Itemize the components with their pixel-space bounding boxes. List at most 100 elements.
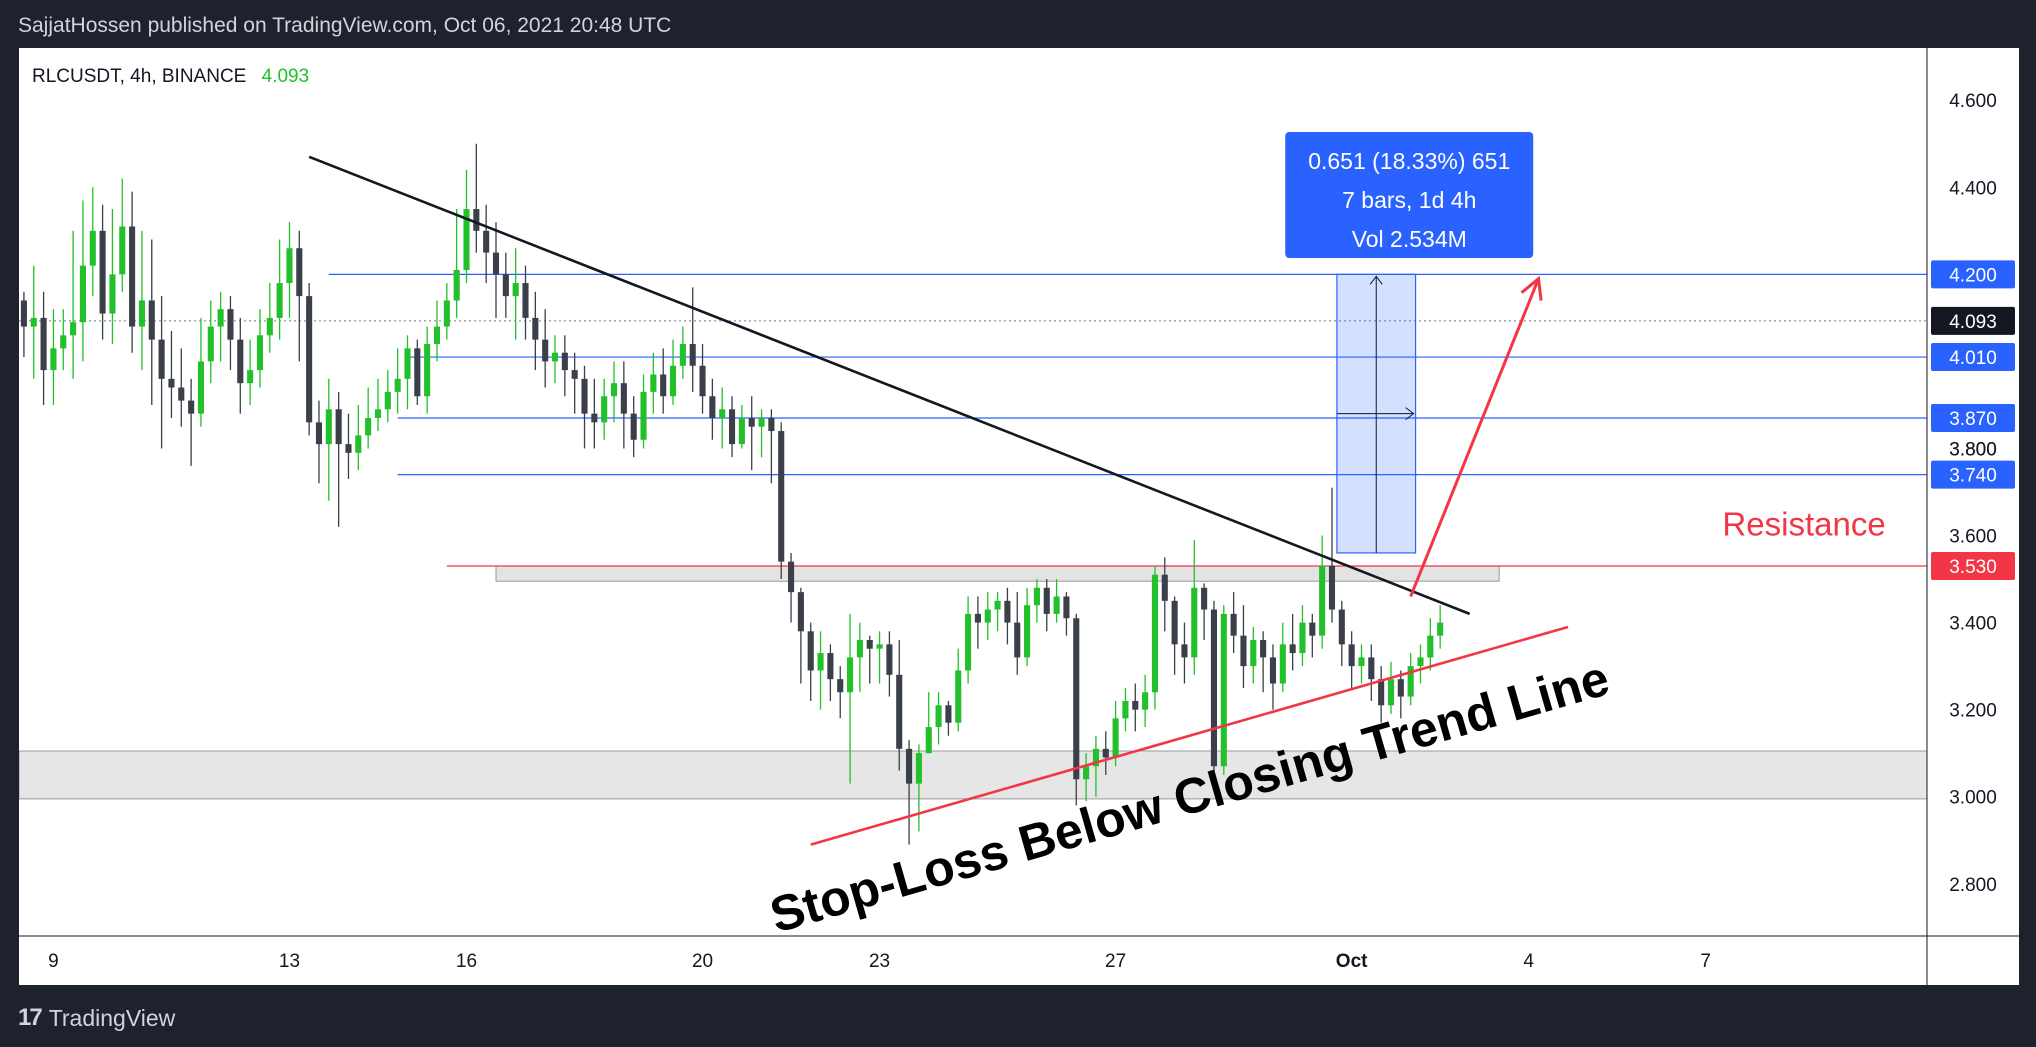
publisher-line: SajjatHossen published on TradingView.co… (18, 14, 672, 37)
candle (856, 622, 863, 693)
chart-panel[interactable]: 0.651 (18.33%) 651 7 bars, 1d 4h Vol 2.534… (19, 48, 2019, 985)
candle-body (1378, 679, 1385, 706)
candle-body (1437, 622, 1444, 636)
candle-body (276, 283, 283, 318)
candle-body (129, 226, 136, 327)
candle-body (433, 326, 441, 344)
candle-body (237, 339, 244, 384)
candle-body (925, 727, 932, 754)
candle-body (512, 283, 519, 297)
candle (79, 200, 86, 362)
measure-arrowhead-right (1405, 407, 1415, 421)
candle-body (738, 418, 745, 445)
candle (217, 291, 224, 362)
candle (1319, 535, 1326, 649)
candle-body (374, 409, 382, 418)
candle-body (660, 374, 667, 397)
candle-body (394, 378, 401, 392)
candle (925, 692, 932, 754)
time-tick-label: 9 (48, 951, 59, 972)
footer-brand[interactable]: 17 TradingView (18, 1004, 175, 1032)
candle (1289, 613, 1296, 671)
candle-body (945, 705, 952, 723)
level-price-tag-bg (1931, 460, 2015, 489)
breakout-arrow[interactable] (1409, 278, 1540, 598)
candle (974, 596, 981, 649)
candle-body (20, 300, 27, 327)
candle-body (758, 418, 765, 427)
candle (788, 552, 795, 623)
candle (365, 387, 372, 449)
candle (610, 361, 618, 423)
candle-body (1102, 748, 1109, 758)
time-tick-label: 23 (869, 951, 890, 972)
resistance-label: Resistance (1722, 506, 1885, 543)
candle (620, 361, 627, 449)
candle-body (1122, 700, 1129, 719)
last-price-tag-bg (1931, 306, 2015, 335)
candle-body (50, 348, 57, 371)
trendline-ascending[interactable] (810, 625, 1569, 846)
candle (719, 387, 726, 449)
candle (1112, 700, 1119, 767)
candle-body (296, 248, 303, 297)
candle (965, 596, 972, 684)
candle-body (699, 365, 706, 397)
trendline-descending[interactable] (308, 155, 1471, 616)
candle-body (30, 317, 37, 327)
candle (758, 409, 765, 458)
candle (1299, 605, 1306, 667)
candle (1122, 687, 1129, 732)
candle-body (365, 418, 372, 436)
candle-body (1240, 635, 1247, 667)
candle (325, 378, 332, 501)
candle-body (797, 592, 804, 632)
symbol-last-price: 4.093 (262, 66, 310, 87)
candle (1397, 670, 1404, 719)
candle (1201, 583, 1208, 640)
candle-body (1328, 566, 1336, 610)
candle (640, 374, 647, 449)
candle-body (1181, 644, 1188, 658)
candle (1053, 579, 1060, 623)
candle (1407, 653, 1414, 706)
candle-body (728, 409, 736, 445)
candle (443, 283, 450, 340)
time-tick-label: 20 (692, 951, 713, 972)
candle-body (473, 209, 480, 231)
candle-body (1171, 600, 1178, 645)
candle-body (1033, 587, 1040, 606)
candle (1427, 618, 1434, 671)
candle (689, 287, 696, 392)
level-price-tag: 4.200 (1949, 265, 1997, 286)
price-tick-label: 2.800 (1949, 875, 1997, 896)
measure-arrowhead-up (1369, 275, 1383, 285)
candle (601, 378, 608, 440)
candle-body (778, 431, 785, 562)
last-price-tag: 4.093 (1949, 312, 1997, 333)
candle-body (965, 613, 972, 671)
candle-body (119, 226, 126, 275)
candle (89, 187, 96, 297)
measure-info-box (1285, 132, 1534, 258)
candle-body (1014, 622, 1021, 658)
price-chart[interactable]: 0.651 (18.33%) 651 7 bars, 1d 4h Vol 2.534… (19, 48, 2019, 985)
candle (109, 209, 116, 344)
candle-body (1132, 700, 1139, 710)
candle (1073, 613, 1080, 806)
candle (561, 335, 568, 397)
candle (424, 326, 431, 414)
candle (778, 422, 785, 580)
breakout-arrowhead (1520, 275, 1543, 301)
candle-body (1309, 622, 1316, 636)
candle-body (807, 631, 814, 671)
candle (1348, 631, 1355, 688)
candle-body (158, 339, 165, 379)
candle (256, 309, 264, 388)
price-tick-label: 3.000 (1949, 788, 1997, 809)
candle-body (817, 653, 824, 671)
candle-body (404, 348, 411, 379)
candle (384, 370, 391, 423)
candle (581, 365, 588, 449)
candle (286, 222, 293, 318)
